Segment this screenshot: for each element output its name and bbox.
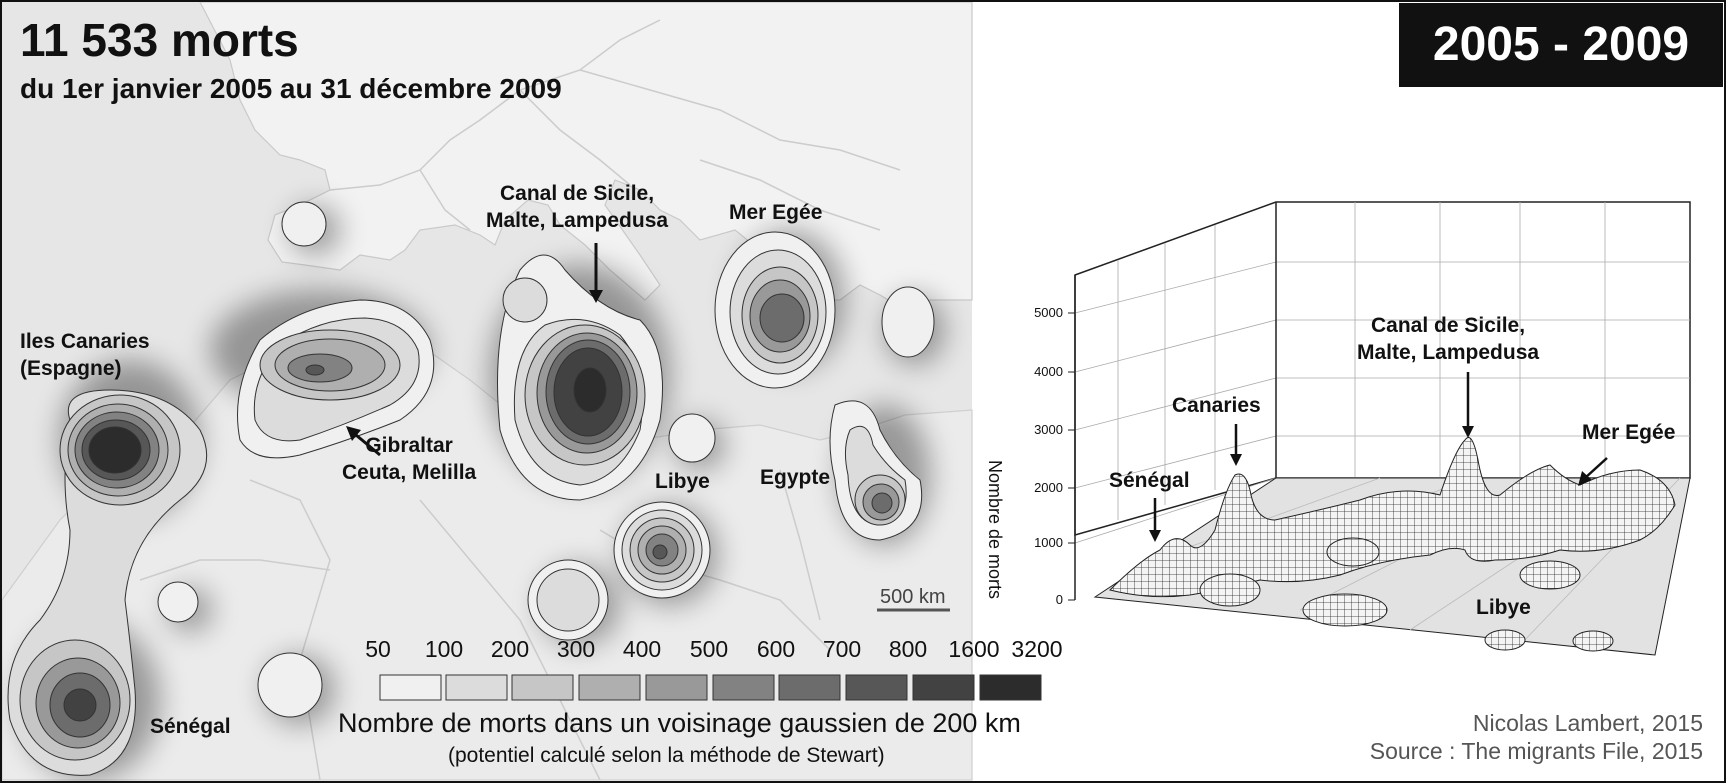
scale-bar-label: 500 km bbox=[880, 586, 946, 608]
legend-threshold-4: 300 bbox=[556, 636, 596, 662]
label-gibraltar-line2: Ceuta, Melilla bbox=[342, 461, 477, 484]
label-sicile: Canal de Sicile, Malte, Lampedusa bbox=[486, 180, 668, 234]
peak-label-libye: Libye bbox=[1476, 596, 1531, 619]
label-senegal: Sénégal bbox=[150, 715, 231, 738]
credit-author: Nicolas Lambert, 2015 bbox=[1472, 710, 1703, 736]
legend-swatch-5 bbox=[645, 674, 708, 701]
legend-threshold-7: 600 bbox=[756, 636, 796, 662]
axis-tick-0: 0 bbox=[1055, 592, 1063, 607]
legend-swatch-10 bbox=[979, 674, 1042, 701]
surface-arrows bbox=[1149, 372, 1608, 542]
peak-label-canaries: Canaries bbox=[1172, 394, 1261, 417]
legend-threshold-5: 400 bbox=[622, 636, 662, 662]
legend-swatch-2 bbox=[445, 674, 508, 701]
cluster-libye bbox=[613, 501, 711, 599]
legend-threshold-9: 800 bbox=[888, 636, 928, 662]
axis-tick-2000: 2000 bbox=[1034, 480, 1063, 495]
legend-title: Nombre de morts dans un voisinage gaussi… bbox=[338, 708, 1021, 738]
peak-label-sicile-line2: Malte, Lampedusa bbox=[1357, 341, 1540, 364]
label-gibraltar: Gibraltar Ceuta, Melilla bbox=[342, 432, 476, 486]
arrowhead-gibraltar bbox=[346, 426, 361, 441]
axis-tick-1000: 1000 bbox=[1034, 535, 1063, 550]
label-egypte: Egypte bbox=[760, 466, 831, 489]
cluster-egypte bbox=[829, 400, 923, 541]
peak-label-sicile-line1: Canal de Sicile, bbox=[1370, 314, 1526, 337]
legend-swatch-8 bbox=[845, 674, 908, 701]
label-libye: Libye bbox=[655, 470, 710, 493]
page-title: 11 533 morts bbox=[20, 14, 299, 66]
label-sicile-line1: Canal de Sicile, bbox=[499, 182, 655, 205]
label-canaries-line1: Iles Canaries bbox=[20, 330, 150, 353]
legend-threshold-1: 50 bbox=[365, 636, 391, 662]
map-arrows bbox=[346, 243, 603, 457]
legend-threshold-10: 1600 bbox=[948, 636, 1000, 662]
peak-label-sicile: Canal de Sicile, Malte, Lampedusa bbox=[1357, 312, 1539, 366]
cluster-gibraltar bbox=[237, 299, 435, 459]
legend-swatch-7 bbox=[778, 674, 841, 701]
peak-label-egee: Mer Egée bbox=[1582, 421, 1676, 444]
legend-swatch-6 bbox=[712, 674, 775, 701]
legend-threshold-11: 3200 bbox=[1011, 636, 1063, 662]
cluster-sicile bbox=[497, 254, 663, 501]
credit-source: Source : The migrants File, 2015 bbox=[1369, 738, 1703, 764]
legend-threshold-6: 500 bbox=[689, 636, 729, 662]
axis-tick-5000: 5000 bbox=[1034, 305, 1063, 320]
legend-threshold-3: 200 bbox=[490, 636, 530, 662]
axis-tick-4000: 4000 bbox=[1034, 364, 1063, 379]
legend-threshold-2: 100 bbox=[424, 636, 464, 662]
legend-swatch-9 bbox=[912, 674, 975, 701]
legend-swatch-4 bbox=[578, 674, 641, 701]
mesh-islands bbox=[1199, 537, 1614, 652]
arrow-gibraltar bbox=[355, 433, 381, 457]
axis-tick-3000: 3000 bbox=[1034, 422, 1063, 437]
surface-y-axis-label: Nombre de morts bbox=[985, 460, 1005, 600]
label-canaries: Iles Canaries (Espagne) bbox=[20, 328, 150, 382]
cluster-senegal bbox=[19, 639, 131, 761]
page-subtitle: du 1er janvier 2005 au 31 décembre 2009 bbox=[20, 73, 562, 104]
country-borders bbox=[139, 19, 901, 781]
map-panel bbox=[1, 1, 1042, 781]
label-canaries-line2: (Espagne) bbox=[20, 357, 122, 380]
legend-subtitle: (potentiel calculé selon la méthode de S… bbox=[448, 744, 885, 767]
label-sicile-line2: Malte, Lampedusa bbox=[486, 209, 669, 232]
legend-threshold-8: 700 bbox=[822, 636, 862, 662]
axis-ticks bbox=[1068, 312, 1075, 601]
arrowhead-sicile bbox=[589, 290, 603, 303]
label-egee: Mer Egée bbox=[729, 201, 823, 224]
small-clusters bbox=[157, 201, 935, 718]
legend-swatch-1 bbox=[379, 674, 442, 701]
period-badge: 2005 - 2009 bbox=[1399, 3, 1723, 87]
mesh-surface bbox=[1109, 437, 1676, 598]
peak-label-senegal: Sénégal bbox=[1109, 469, 1190, 492]
legend-swatch-3 bbox=[511, 674, 574, 701]
label-gibraltar-line1: Gibraltar bbox=[365, 434, 453, 457]
legend-swatches bbox=[379, 674, 1042, 701]
surface-panel bbox=[1068, 201, 1691, 656]
cluster-egee bbox=[714, 231, 836, 389]
